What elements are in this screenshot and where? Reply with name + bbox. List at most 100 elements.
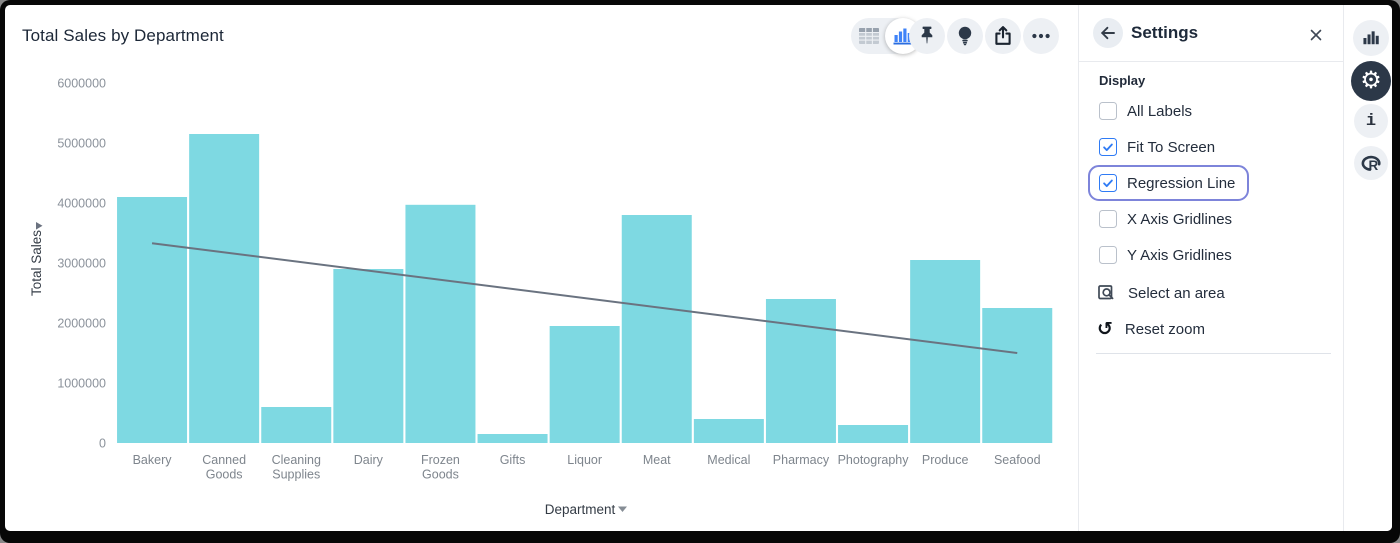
info-icon: i	[1365, 111, 1377, 131]
y-tick-label: 2000000	[57, 317, 106, 331]
y-axis-sort-arrow-icon[interactable]	[36, 222, 43, 230]
table-view-button[interactable]	[856, 27, 882, 45]
select-area-icon	[1098, 284, 1114, 299]
regression-line	[151, 242, 1018, 354]
close-button[interactable]	[1303, 22, 1329, 48]
bar-chart: 0 1000000 2000000 3000000 4000000 5000000 6000…	[29, 77, 1053, 517]
view-toggle	[851, 18, 921, 54]
back-button[interactable]	[1093, 18, 1123, 48]
bar-dairy[interactable]	[333, 269, 404, 443]
rail-info-button[interactable]: i	[1354, 104, 1388, 138]
bar-meat[interactable]	[621, 215, 692, 443]
settings-title: Settings	[1131, 23, 1199, 42]
export-button[interactable]	[985, 18, 1021, 54]
action-label[interactable]: Select an area	[1128, 284, 1225, 302]
x-category-label: Liquor	[567, 453, 602, 467]
bar-produce[interactable]	[910, 260, 981, 443]
bar-pharmacy[interactable]	[765, 299, 836, 443]
y-axis-ticks: 0 1000000 2000000 3000000 4000000 5000000 6000…	[57, 77, 106, 451]
checkbox-row-y-axis-gridlines[interactable]: Y Axis Gridlines	[1088, 237, 1246, 273]
checkbox-y-axis-gridlines[interactable]	[1099, 246, 1117, 264]
close-icon	[1310, 29, 1322, 41]
x-category-label: Medical	[707, 453, 750, 467]
bars	[117, 134, 1053, 443]
bar-liquor[interactable]	[549, 326, 620, 443]
action-label[interactable]: Reset zoom	[1124, 320, 1205, 338]
table-grid-icon	[859, 28, 879, 44]
pin-button[interactable]	[909, 18, 945, 54]
gear-icon: ⚙	[1360, 66, 1382, 94]
checkbox-fit-to-screen[interactable]	[1099, 138, 1117, 156]
bar-chart-icon	[1363, 31, 1379, 45]
x-category-label: Photography	[838, 453, 910, 467]
display-section-label: Display	[1099, 73, 1146, 88]
y-tick-label: 6000000	[57, 77, 106, 91]
checkbox-all-labels[interactable]	[1099, 102, 1117, 120]
checkbox-label[interactable]: All Labels	[1127, 102, 1193, 120]
reset-zoom-icon: ↺	[1097, 317, 1113, 340]
y-tick-label: 1000000	[57, 377, 106, 391]
rail-settings-button[interactable]: ⚙	[1351, 61, 1391, 101]
checkbox-label[interactable]: X Axis Gridlines	[1127, 210, 1233, 228]
checkbox-label[interactable]: Regression Line	[1127, 174, 1236, 192]
svg-text:R: R	[1369, 158, 1379, 173]
x-category-label: Produce	[922, 453, 969, 467]
x-category-label: Goods	[206, 468, 243, 482]
checkbox-regression-line[interactable]	[1099, 174, 1117, 192]
y-tick-label: 4000000	[57, 197, 106, 211]
settings-panel: Settings Display All Labels Fit To Screen…	[1078, 5, 1344, 531]
back-arrow-icon	[1101, 26, 1115, 40]
action-reset-zoom[interactable]: ↺ Reset zoom	[1097, 311, 1205, 347]
x-category-label: Goods	[422, 468, 459, 482]
x-category-label: Canned	[202, 453, 246, 467]
x-axis-dropdown-icon[interactable]	[618, 506, 627, 513]
share-icon	[995, 26, 1011, 45]
x-category-label: Pharmacy	[773, 453, 830, 467]
bar-canned-goods[interactable]	[189, 134, 260, 443]
r-logo-icon: R	[1361, 155, 1381, 173]
checkbox-label[interactable]: Fit To Screen	[1127, 138, 1216, 156]
x-category-label: Gifts	[500, 453, 526, 467]
bar-gifts[interactable]	[477, 434, 548, 443]
checkbox-row-x-axis-gridlines[interactable]: X Axis Gridlines	[1088, 201, 1246, 237]
bar-seafood[interactable]	[982, 308, 1053, 443]
x-category-label: Frozen	[421, 453, 460, 467]
rail-charts-button[interactable]	[1353, 20, 1389, 56]
checkbox-label[interactable]: Y Axis Gridlines	[1127, 246, 1232, 264]
bar-frozen-goods[interactable]	[405, 204, 476, 443]
y-tick-label: 3000000	[57, 257, 106, 271]
x-category-label: Meat	[643, 453, 671, 467]
bar-cleaning-supplies[interactable]	[261, 407, 332, 443]
settings-bottom-divider	[1096, 353, 1331, 354]
lightbulb-icon	[958, 26, 972, 46]
checkbox-row-all-labels[interactable]: All Labels	[1088, 93, 1206, 129]
more-options-button[interactable]	[1023, 18, 1059, 54]
checkbox-row-regression-line[interactable]: Regression Line	[1088, 165, 1250, 201]
right-rail: ⚙ i R	[1343, 5, 1392, 531]
x-category-label: Supplies	[272, 468, 320, 482]
rail-r-console-button[interactable]: R	[1354, 146, 1388, 180]
bar-bakery[interactable]	[117, 197, 188, 443]
action-select-an-area[interactable]: Select an area	[1097, 275, 1225, 311]
insights-button[interactable]	[947, 18, 983, 54]
y-axis-title[interactable]: Total Sales	[29, 230, 44, 296]
checkmark-icon	[1103, 143, 1113, 152]
app-content: Total Sales by Department 0 1000000 200000…	[5, 5, 1392, 531]
checkmark-icon	[1103, 179, 1113, 188]
checkbox-x-axis-gridlines[interactable]	[1099, 210, 1117, 228]
x-category-label: Bakery	[133, 453, 173, 467]
x-category-label: Dairy	[354, 453, 384, 467]
y-tick-label: 5000000	[57, 137, 106, 151]
chart-title: Total Sales by Department	[22, 26, 224, 45]
checkbox-row-fit-to-screen[interactable]: Fit To Screen	[1088, 129, 1229, 165]
y-tick-label: 0	[99, 437, 106, 451]
bar-photography[interactable]	[838, 425, 909, 443]
settings-header-divider	[1079, 61, 1344, 62]
x-category-label: Seafood	[994, 453, 1041, 467]
x-category-label: Cleaning	[272, 453, 321, 467]
ellipsis-icon	[1032, 33, 1050, 39]
bar-medical[interactable]	[693, 419, 764, 443]
x-axis-title[interactable]: Department	[545, 502, 616, 517]
